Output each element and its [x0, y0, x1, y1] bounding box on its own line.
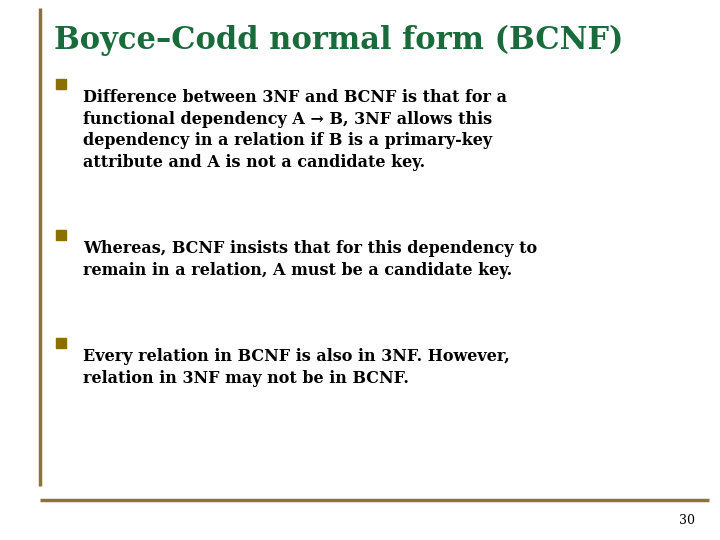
Text: Difference between 3NF and BCNF is that for a
functional dependency A → B, 3NF a: Difference between 3NF and BCNF is that …: [83, 89, 507, 171]
Text: 30: 30: [679, 514, 695, 526]
Text: Boyce–Codd normal form (BCNF): Boyce–Codd normal form (BCNF): [54, 24, 624, 56]
Text: Every relation in BCNF is also in 3NF. However,
relation in 3NF may not be in BC: Every relation in BCNF is also in 3NF. H…: [83, 348, 510, 387]
Text: Whereas, BCNF insists that for this dependency to
remain in a relation, A must b: Whereas, BCNF insists that for this depe…: [83, 240, 537, 279]
